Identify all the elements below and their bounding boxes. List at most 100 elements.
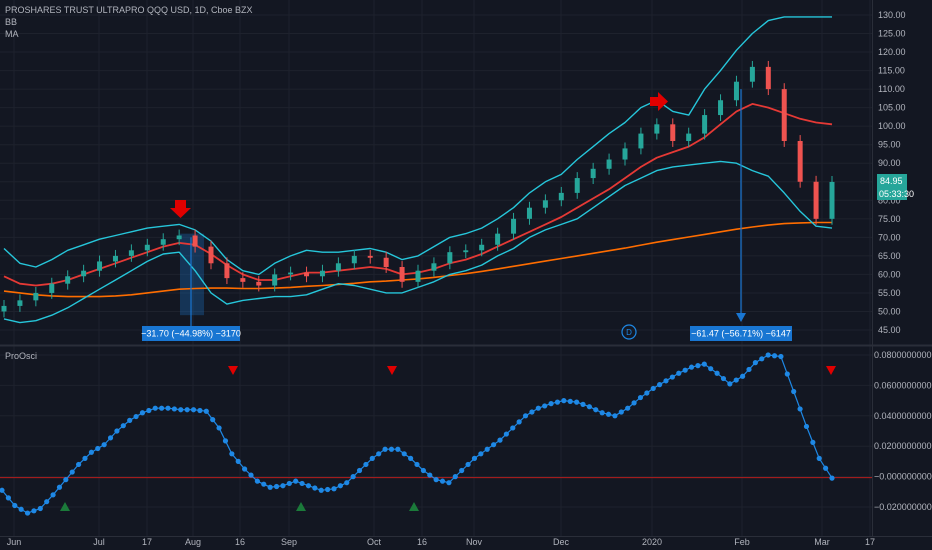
osc-point bbox=[714, 370, 720, 376]
x-tick-label: Jun bbox=[7, 537, 22, 547]
osc-tick-label: 0.0600000000 bbox=[874, 380, 932, 390]
osc-point bbox=[574, 399, 580, 405]
osc-point bbox=[12, 502, 18, 509]
osc-point bbox=[446, 480, 452, 486]
osc-point bbox=[408, 455, 414, 461]
osc-legend[interactable]: ProOsci bbox=[5, 351, 37, 361]
osc-point bbox=[452, 474, 458, 480]
osc-point bbox=[650, 385, 656, 392]
bb-legend[interactable]: BB bbox=[5, 17, 17, 27]
osc-point bbox=[95, 445, 101, 452]
osc-point bbox=[471, 455, 478, 461]
candle-body bbox=[463, 250, 469, 253]
osc-point bbox=[727, 381, 733, 387]
candle-body bbox=[813, 181, 819, 219]
osc-point bbox=[50, 492, 56, 498]
measure-left-label: −31.70 (−44.98%) −3170 bbox=[141, 326, 241, 341]
osc-point bbox=[82, 455, 88, 461]
osc-point bbox=[669, 374, 675, 380]
candle-body bbox=[733, 81, 739, 101]
osc-point bbox=[478, 451, 484, 457]
candle-body bbox=[128, 250, 134, 256]
osc-point bbox=[146, 407, 152, 414]
price-tick-label: 95.00 bbox=[878, 140, 901, 150]
price-tick-label: 55.00 bbox=[878, 288, 901, 298]
candle-body bbox=[479, 244, 485, 251]
sell-signal-triangle bbox=[387, 366, 397, 375]
osc-point bbox=[663, 378, 669, 384]
price-tick-label: 65.00 bbox=[878, 251, 901, 261]
candle-body bbox=[638, 133, 644, 149]
candle-body bbox=[526, 207, 532, 219]
osc-point bbox=[535, 405, 541, 411]
dividend-marker[interactable]: D bbox=[621, 324, 637, 340]
osc-point bbox=[605, 411, 612, 417]
osc-point bbox=[784, 371, 790, 377]
osc-point bbox=[337, 483, 343, 489]
x-tick-label: 2020 bbox=[642, 537, 662, 547]
candle-body bbox=[590, 168, 596, 179]
candle-body bbox=[1, 305, 7, 312]
osc-point bbox=[197, 407, 203, 414]
price-tick-label: 75.00 bbox=[878, 214, 901, 224]
candle-body bbox=[606, 159, 612, 169]
osc-point bbox=[37, 505, 43, 512]
osc-point bbox=[293, 478, 299, 484]
price-panel[interactable] bbox=[1, 16, 835, 326]
dividend-marker-text: D bbox=[626, 328, 632, 337]
osc-tick-label: 0.0400000000 bbox=[874, 411, 932, 421]
osc-point bbox=[190, 407, 197, 413]
osc-point bbox=[708, 366, 714, 372]
osc-point bbox=[159, 405, 165, 411]
osc-point bbox=[76, 461, 82, 468]
x-tick-label: 16 bbox=[235, 537, 245, 547]
buy-signal-triangle bbox=[60, 502, 70, 511]
osc-point bbox=[363, 461, 369, 468]
price-tick-label: 90.00 bbox=[878, 158, 901, 168]
osc-point bbox=[778, 353, 784, 360]
candle-body bbox=[686, 133, 692, 141]
osc-point bbox=[267, 484, 273, 490]
candle-body bbox=[97, 261, 103, 271]
ma-legend[interactable]: MA bbox=[5, 29, 19, 39]
osc-point bbox=[497, 437, 503, 443]
osc-point bbox=[688, 364, 695, 370]
osc-point bbox=[254, 478, 260, 484]
measure-right-text: −61.47 (−56.71%) −6147 bbox=[691, 329, 791, 339]
osc-point bbox=[580, 401, 586, 407]
osc-point bbox=[165, 405, 171, 411]
price-tick-label: 120.00 bbox=[878, 47, 906, 57]
osc-point bbox=[63, 477, 69, 483]
osc-point bbox=[491, 442, 497, 448]
osc-tick-label: −0.0200000000 bbox=[874, 502, 932, 512]
osc-point bbox=[797, 406, 803, 412]
candle-body bbox=[351, 255, 357, 264]
candle-body bbox=[415, 270, 421, 282]
osc-point bbox=[369, 455, 375, 461]
osc-point bbox=[356, 467, 363, 474]
osc-point bbox=[325, 486, 331, 493]
osc-point bbox=[510, 425, 516, 431]
candle-body bbox=[335, 263, 341, 271]
candle-body bbox=[33, 292, 39, 301]
sell-signal-triangle bbox=[826, 366, 836, 375]
osc-point bbox=[299, 480, 305, 487]
osc-tick-label: 0.0800000000 bbox=[874, 350, 932, 360]
osc-point bbox=[229, 451, 235, 457]
osc-point bbox=[816, 455, 822, 461]
measure-left-text: −31.70 (−44.98%) −3170 bbox=[141, 329, 241, 339]
osc-point bbox=[107, 435, 114, 441]
osc-point bbox=[56, 484, 63, 490]
osc-point bbox=[139, 410, 146, 416]
price-tick-label: 80.00 bbox=[878, 195, 901, 205]
price-tick-label: 105.00 bbox=[878, 103, 906, 113]
oscillator-panel[interactable] bbox=[0, 352, 872, 516]
candle-body bbox=[558, 192, 564, 201]
osc-point bbox=[522, 413, 529, 419]
osc-point bbox=[24, 510, 31, 516]
osc-point bbox=[695, 363, 701, 369]
osc-point bbox=[618, 409, 624, 415]
osc-point bbox=[280, 483, 286, 489]
